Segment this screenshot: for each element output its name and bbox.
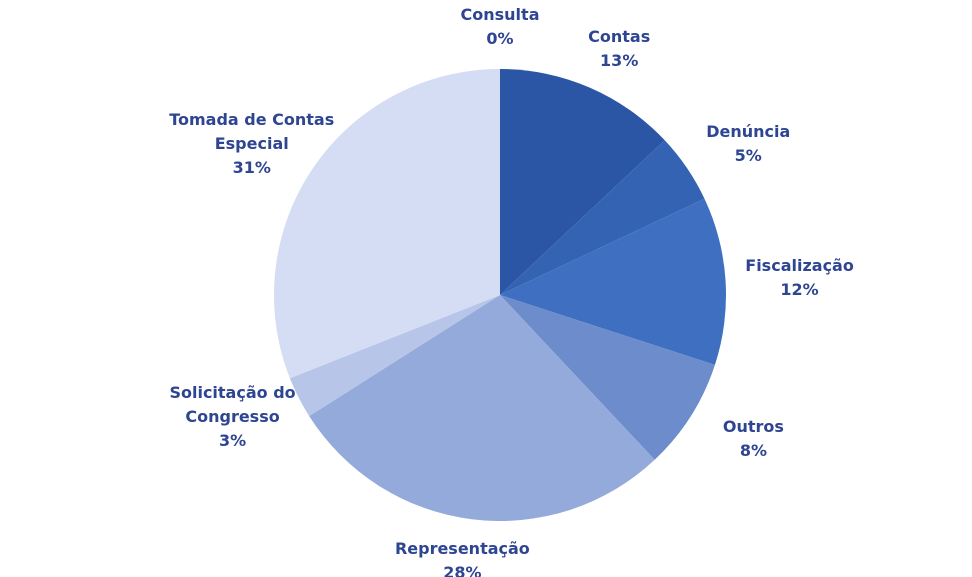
pie-slice	[309, 295, 655, 521]
category-label: Denúncia	[706, 122, 791, 142]
slice-label: Solicitação do Congresso 3%	[148, 381, 318, 453]
value-label: 28%	[443, 562, 482, 577]
value-label: 31%	[232, 158, 271, 178]
slice-label: Fiscalização 12%	[715, 254, 885, 302]
category-label: Consulta	[460, 5, 540, 24]
pie-slice	[274, 69, 500, 379]
category-label: Contas	[588, 27, 651, 47]
pie-slice	[289, 295, 500, 417]
slice-label: Representação 28%	[377, 537, 547, 577]
value-label: 8%	[739, 440, 767, 460]
category-label: Fiscalização	[745, 256, 854, 276]
pie-slice	[500, 198, 726, 365]
value-label: 5%	[734, 146, 762, 166]
value-label: 13%	[600, 51, 639, 71]
slice-label: Consulta 0%	[415, 3, 585, 51]
value-label: 3%	[218, 430, 247, 450]
pie-slice	[500, 295, 715, 460]
pie-slice	[500, 140, 705, 295]
value-label: 0%	[486, 29, 514, 48]
slice-label: Tomada de Contas Especial 31%	[167, 108, 337, 180]
category-label: Solicitação do Congresso	[169, 382, 296, 426]
pie-slice	[500, 69, 665, 295]
category-label: Representação	[394, 538, 530, 558]
slice-label: Contas 13%	[534, 25, 704, 73]
slice-label: Outros 8%	[668, 415, 838, 463]
value-label: 12%	[780, 280, 819, 300]
slice-label: Denúncia 5%	[663, 120, 833, 168]
category-label: Outros	[722, 416, 784, 436]
category-label: Tomada de Contas Especial	[169, 110, 335, 154]
